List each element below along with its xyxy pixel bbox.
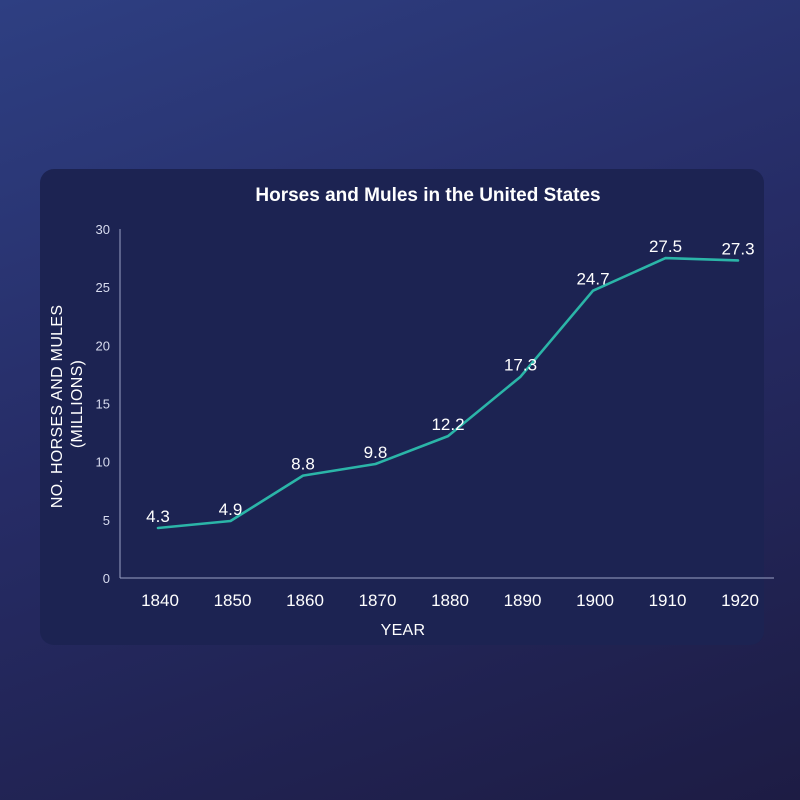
y-tick-label: 30 [96,222,110,237]
data-label: 17.3 [504,356,537,375]
chart-card [40,169,764,645]
chart-title: Horses and Mules in the United States [255,185,600,206]
x-tick-label: 1850 [214,591,252,610]
y-tick-label: 25 [96,280,110,295]
data-label: 8.8 [291,455,315,474]
y-tick-label: 0 [103,571,110,586]
data-label: 4.3 [146,507,170,526]
x-tick-label: 1910 [649,591,687,610]
data-label: 27.5 [649,237,682,256]
x-tick-labels: 1840 1850 1860 1870 1880 1890 1900 1910 1920 [141,591,759,610]
y-tick-labels: 0 5 10 15 20 25 30 [96,222,110,586]
x-tick-label: 1900 [576,591,614,610]
data-label: 12.2 [431,415,464,434]
x-tick-label: 1890 [504,591,542,610]
x-tick-label: 1920 [721,591,759,610]
y-tick-label: 5 [103,513,110,528]
data-label: 4.9 [219,500,243,519]
y-tick-label: 20 [96,338,110,353]
y-axis-title-line-1: NO. HORSES AND MULES [49,305,66,508]
x-tick-label: 1880 [431,591,469,610]
series-line [156,256,740,530]
x-tick-label: 1870 [359,591,397,610]
data-label: 24.7 [576,270,609,289]
y-tick-label: 10 [96,455,110,470]
data-label: 27.3 [721,239,754,258]
y-axis-title: NO. HORSES AND MULES (MILLIONS) [49,300,86,508]
data-labels: 4.3 4.9 8.8 9.8 12.2 17.3 24.7 27.5 27.3 [146,237,754,526]
x-axis-title: YEAR [381,622,426,639]
x-tick-label: 1840 [141,591,179,610]
y-tick-label: 15 [96,397,110,412]
x-tick-label: 1860 [286,591,324,610]
data-label: 9.8 [364,443,388,462]
y-axis-title-line-2: (MILLIONS) [69,360,86,448]
